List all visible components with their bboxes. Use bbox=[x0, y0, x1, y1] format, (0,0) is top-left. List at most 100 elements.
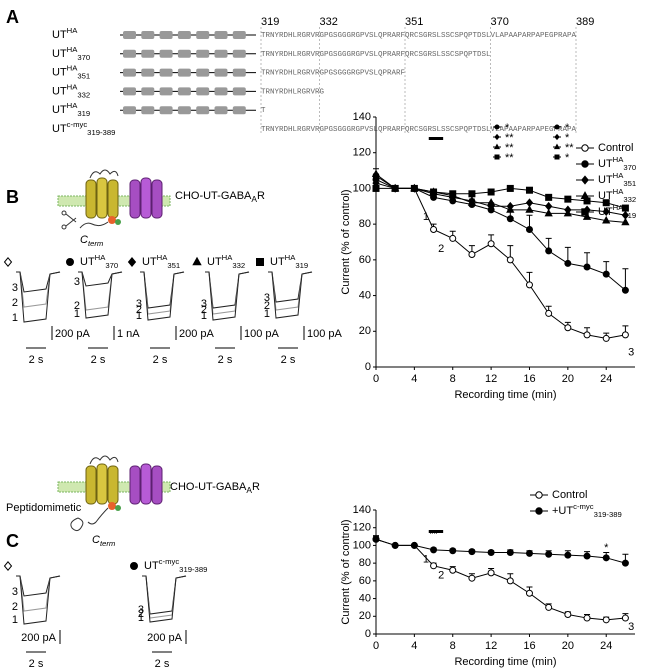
position-label: 370 bbox=[491, 16, 509, 28]
marker bbox=[545, 193, 553, 201]
marker bbox=[391, 541, 399, 549]
label-sub: 351 bbox=[167, 261, 180, 270]
label-text: UT bbox=[270, 256, 285, 268]
x-tick-label: 24 bbox=[600, 640, 612, 652]
label-text: R bbox=[257, 190, 265, 202]
marker bbox=[449, 547, 457, 555]
legend-label: Control bbox=[552, 489, 587, 501]
sweep-label: 1 bbox=[12, 614, 18, 626]
marker bbox=[602, 270, 610, 278]
marker bbox=[564, 324, 572, 332]
marker bbox=[581, 175, 589, 185]
y-tick-label: 100 bbox=[353, 182, 371, 194]
marker bbox=[583, 331, 591, 339]
label-sup: HA bbox=[157, 253, 169, 262]
marker bbox=[564, 259, 572, 267]
significance: ** bbox=[505, 132, 514, 144]
marker bbox=[391, 184, 399, 192]
cell-line: CHO-UT-GABAAR bbox=[175, 190, 265, 204]
label-sub: 370 bbox=[105, 261, 118, 270]
y-tick-label: 0 bbox=[365, 628, 371, 640]
y-tick-label: 20 bbox=[359, 610, 371, 622]
marker bbox=[554, 124, 560, 130]
label-text: UT bbox=[52, 104, 67, 116]
label-text: UT bbox=[52, 67, 67, 79]
marker bbox=[621, 217, 630, 226]
sweep-label: 1 bbox=[201, 310, 207, 322]
label-text: UT bbox=[142, 256, 157, 268]
marker bbox=[563, 208, 572, 217]
label-sup: HA bbox=[613, 187, 625, 196]
domain-box bbox=[141, 68, 155, 77]
x-tick-label: 16 bbox=[523, 640, 535, 652]
domain-box bbox=[159, 68, 173, 77]
significance: ** bbox=[505, 152, 514, 164]
domain-box bbox=[214, 49, 228, 58]
marker bbox=[494, 154, 500, 160]
domain-box bbox=[123, 68, 136, 77]
label-text: C bbox=[92, 534, 100, 546]
marker bbox=[545, 603, 553, 611]
label-sub: 319-389 bbox=[594, 510, 622, 519]
marker bbox=[430, 546, 438, 554]
marker bbox=[468, 548, 476, 556]
position-label: 332 bbox=[320, 16, 338, 28]
x-tick-label: 0 bbox=[373, 373, 379, 385]
marker bbox=[583, 552, 591, 560]
label-sub: 332 bbox=[77, 90, 90, 99]
marker bbox=[486, 198, 496, 206]
domain-box bbox=[196, 31, 210, 39]
trace-label: UTHA351 bbox=[142, 253, 180, 270]
marker bbox=[583, 263, 591, 271]
domain-box bbox=[159, 106, 173, 115]
construct-label: UTHA319 bbox=[52, 101, 90, 118]
domain-box bbox=[123, 106, 136, 115]
label-text: Control bbox=[552, 489, 587, 501]
marker bbox=[564, 551, 572, 559]
scale-label: 2 s bbox=[91, 354, 106, 366]
construct-label: UTc-myc319-389 bbox=[52, 120, 115, 137]
label-sub: 319 bbox=[77, 109, 90, 118]
trace bbox=[16, 271, 61, 293]
domain-box bbox=[177, 49, 191, 58]
label-sub: 319 bbox=[295, 261, 308, 270]
marker bbox=[371, 169, 381, 178]
marker bbox=[621, 614, 629, 622]
marker bbox=[449, 566, 457, 574]
position-label: 351 bbox=[405, 16, 423, 28]
x-tick-label: 8 bbox=[450, 373, 456, 385]
label-sub: term bbox=[100, 539, 116, 548]
y-tick-label: 140 bbox=[353, 504, 371, 516]
marker bbox=[506, 184, 514, 192]
significance: ** bbox=[565, 142, 574, 154]
label-sup: c-myc bbox=[573, 502, 594, 511]
marker bbox=[410, 184, 418, 192]
marker bbox=[621, 559, 629, 567]
y-tick-label: 120 bbox=[353, 522, 371, 534]
annotation: 3 bbox=[628, 621, 634, 633]
trace bbox=[268, 271, 313, 319]
marker bbox=[545, 247, 553, 255]
label-sub: 370 bbox=[623, 163, 636, 172]
marker bbox=[602, 334, 610, 342]
label-sup: HA bbox=[95, 253, 107, 262]
domain-box bbox=[196, 68, 210, 77]
domain-box bbox=[159, 49, 173, 58]
label-text: UT bbox=[52, 123, 67, 135]
marker bbox=[525, 281, 533, 289]
marker bbox=[602, 554, 610, 562]
scale-label: 2 s bbox=[153, 354, 168, 366]
sweep-label: 2 bbox=[201, 304, 207, 316]
y-tick-label: 140 bbox=[353, 111, 371, 123]
marker bbox=[3, 257, 13, 267]
marker bbox=[545, 550, 553, 558]
domain-box bbox=[159, 31, 173, 39]
label-sub: A bbox=[246, 485, 252, 495]
sequence: TRNYRDHLRGRVRGPGSGGGRGPVSLQPRARF bbox=[261, 70, 405, 78]
marker bbox=[581, 144, 589, 152]
scale-label: 100 pA bbox=[307, 328, 343, 340]
sweep-label: 3 bbox=[136, 298, 142, 310]
y-tick-label: 20 bbox=[359, 325, 371, 337]
label-sup: HA bbox=[222, 253, 234, 262]
sweep-label: 1 bbox=[74, 308, 80, 320]
